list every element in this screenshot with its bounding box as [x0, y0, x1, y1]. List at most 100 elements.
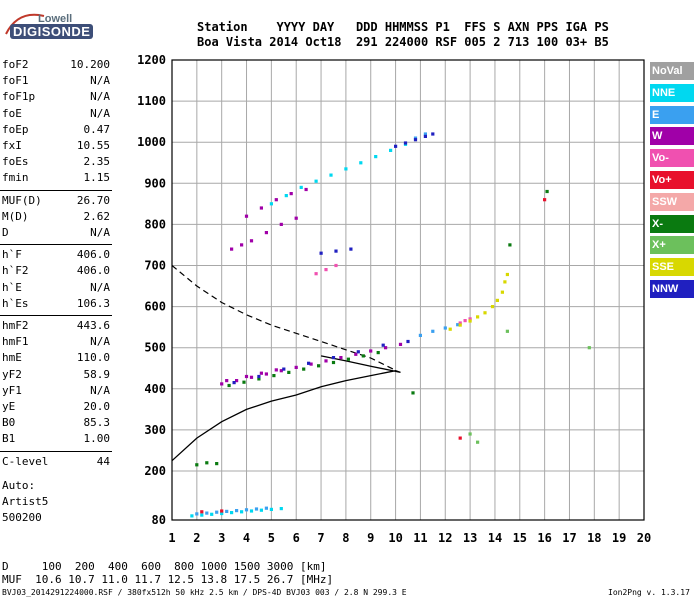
- param-row: yF1 N/A: [2, 384, 110, 398]
- y-tick-label: 900: [144, 176, 166, 190]
- data-point: [456, 323, 460, 327]
- series-sse: [448, 272, 509, 331]
- data-point: [220, 509, 224, 513]
- param-key: h`Es: [2, 296, 29, 310]
- x-tick-label: 14: [488, 531, 502, 545]
- param-row: foEs 2.35: [2, 155, 110, 169]
- data-point: [458, 436, 462, 440]
- data-point: [334, 263, 338, 268]
- axis-ticks: 1 2 3 4 5 6 7 8 9 10 11 12 13 14 15 16 17 18 19 20802003004…: [137, 53, 651, 545]
- data-point: [279, 507, 283, 511]
- param-value: N/A: [90, 383, 110, 397]
- param-row: h`Es 106.3: [2, 297, 110, 311]
- data-point: [468, 432, 472, 436]
- param-key: B0: [2, 416, 16, 430]
- data-point: [319, 251, 323, 255]
- param-value: 1.15: [83, 171, 111, 185]
- y-tick-label: 200: [144, 464, 166, 478]
- data-point: [220, 511, 224, 516]
- data-point: [287, 370, 291, 374]
- data-point: [200, 510, 204, 514]
- param-key: foF1: [2, 74, 29, 88]
- y-tick-label: 800: [144, 217, 166, 231]
- y-tick-label: 300: [144, 423, 166, 437]
- param-key: hmF2: [2, 319, 29, 332]
- data-point: [483, 311, 487, 315]
- param-row: M(D) 2.62: [2, 210, 110, 224]
- param-value: 44: [96, 454, 110, 468]
- data-point: [344, 167, 348, 171]
- param-value: N/A: [90, 106, 110, 120]
- param-value: 2.35: [83, 155, 111, 169]
- data-point: [309, 362, 313, 366]
- x-tick-label: 1: [168, 531, 175, 545]
- data-point: [249, 375, 254, 379]
- y-tick-label: 1200: [137, 53, 166, 67]
- param-row: h`E N/A: [2, 281, 110, 295]
- data-point: [269, 507, 273, 511]
- data-point: [269, 202, 273, 206]
- data-point: [331, 356, 336, 360]
- series-w: [220, 187, 403, 386]
- data-point: [279, 369, 283, 373]
- param-row: foF1p N/A: [2, 90, 110, 104]
- data-point: [205, 461, 209, 465]
- autoscaling-label: Auto:: [2, 479, 36, 492]
- data-point: [384, 346, 388, 350]
- data-point: [463, 319, 467, 323]
- data-point: [448, 327, 452, 331]
- data-point: [361, 354, 365, 358]
- data-point: [431, 329, 435, 333]
- x-tick-label: 7: [317, 531, 324, 545]
- true-height-profile: [171, 355, 401, 462]
- data-point: [215, 462, 219, 466]
- x-tick-label: 18: [587, 531, 601, 545]
- data-point: [476, 315, 480, 319]
- param-row: B0 85.3: [2, 416, 110, 430]
- legend-item-x-: X+: [650, 236, 694, 255]
- param-value: N/A: [90, 74, 110, 88]
- data-point: [244, 374, 249, 379]
- series-x-: [195, 189, 549, 467]
- data-point: [458, 321, 462, 325]
- param-value: 58.9: [83, 367, 111, 381]
- data-point: [264, 506, 268, 510]
- param-key: h`F2: [2, 264, 29, 278]
- data-point: [505, 272, 509, 277]
- param-row: yE 20.0: [2, 400, 110, 414]
- data-point: [359, 161, 363, 165]
- param-separator: [0, 315, 112, 316]
- param-key: foF2: [2, 58, 29, 71]
- param-row: yF2 58.9: [2, 368, 110, 382]
- data-point: [431, 132, 435, 136]
- footer-version: Ion2Png v. 1.3.17: [608, 588, 690, 597]
- param-value: N/A: [90, 335, 110, 349]
- data-point: [403, 141, 408, 145]
- data-point: [339, 356, 343, 360]
- data-point: [227, 383, 231, 388]
- data-point: [476, 440, 480, 444]
- legend-item-e: E: [650, 105, 694, 124]
- param-value: 106.3: [76, 296, 110, 310]
- data-point: [413, 138, 418, 142]
- series-e: [195, 132, 460, 516]
- data-point: [230, 247, 234, 251]
- chart-grid: [171, 59, 645, 521]
- data-point: [220, 382, 224, 386]
- param-row: hmF1 N/A: [2, 335, 110, 349]
- data-point: [249, 239, 254, 243]
- data-point: [346, 357, 350, 361]
- data-point: [264, 231, 268, 235]
- data-point: [259, 508, 263, 512]
- param-row: fxI 10.55: [2, 139, 110, 153]
- param-key: yF1: [2, 383, 22, 397]
- data-point: [294, 365, 298, 369]
- data-point: [443, 326, 447, 330]
- data-point: [354, 352, 358, 356]
- x-tick-label: 13: [463, 531, 477, 545]
- param-key: h`E: [2, 280, 22, 294]
- param-value: 2.62: [83, 209, 111, 223]
- param-key: M(D): [2, 209, 29, 223]
- data-point: [500, 290, 504, 294]
- data-point: [264, 372, 268, 376]
